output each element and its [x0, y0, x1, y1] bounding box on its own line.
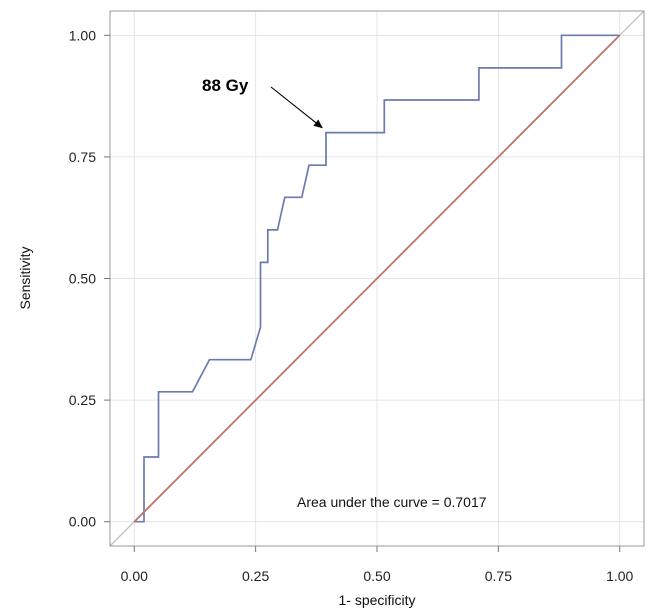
- y-tick-label: 0.50: [69, 271, 96, 287]
- y-tick-label: 0.00: [69, 514, 96, 530]
- x-tick-label: 0.50: [363, 568, 390, 584]
- x-tick-label: 0.25: [242, 568, 269, 584]
- series-layer: [133, 34, 621, 523]
- x-tick-label: 0.00: [121, 568, 148, 584]
- y-axis-title: Sensitivity: [17, 246, 33, 309]
- reference-diagonal-line: [133, 34, 621, 523]
- x-tick-label: 1.00: [606, 568, 633, 584]
- x-axis-title: 1- specificity: [338, 592, 415, 608]
- y-tick-label: 0.75: [69, 149, 96, 165]
- y-tick-label: 1.00: [69, 27, 96, 43]
- tick-layer: 0.00 0.00 0.25 0.25 0.50 0.50 0.75 0.75 1.00 1.00: [69, 27, 634, 584]
- callout-label: 88 Gy: [202, 76, 249, 95]
- callout-arrow: [270, 86, 323, 129]
- auc-annotation: Area under the curve = 0.7017: [297, 494, 487, 510]
- y-tick-label: 0.25: [69, 392, 96, 408]
- x-tick-label: 0.75: [485, 568, 512, 584]
- roc-curve-line: [134, 34, 620, 523]
